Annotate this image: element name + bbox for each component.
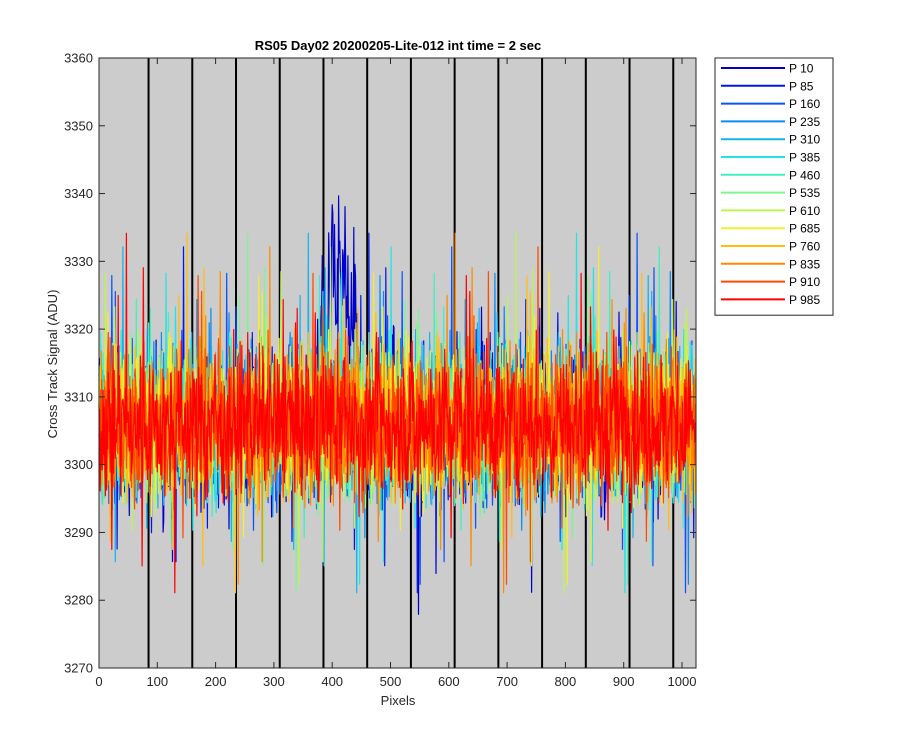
legend-entry-label: P 160 <box>789 97 820 111</box>
x-tick-label: 900 <box>613 674 635 689</box>
series-lines <box>98 195 696 615</box>
y-tick-label: 3280 <box>64 593 93 608</box>
legend-entry-label: P 10 <box>789 62 814 76</box>
y-tick-label: 3270 <box>64 661 93 676</box>
legend-entry-label: P 685 <box>789 222 820 236</box>
x-tick-label: 600 <box>438 674 460 689</box>
y-tick-label: 3360 <box>64 51 93 66</box>
y-tick-label: 3310 <box>64 389 93 404</box>
x-tick-label: 800 <box>555 674 577 689</box>
x-tick-label: 300 <box>263 674 285 689</box>
legend-entry-label: P 85 <box>789 79 814 93</box>
x-tick-label: 700 <box>496 674 518 689</box>
legend-entry-label: P 985 <box>789 293 820 307</box>
y-axis: 3270 3280 3290 3300 3310 3320 3330 3340 3350 3360 <box>64 51 696 676</box>
y-tick-label: 3300 <box>64 457 93 472</box>
x-tick-label: 0 <box>95 674 102 689</box>
y-tick-label: 3340 <box>64 186 93 201</box>
plot-frame <box>98 57 697 669</box>
legend-entry-label: P 460 <box>789 168 820 182</box>
x-tick-label: 500 <box>380 674 402 689</box>
legend-entry-label: P 385 <box>789 151 820 165</box>
y-tick-label: 3290 <box>64 525 93 540</box>
y-tick-label: 3330 <box>64 254 93 269</box>
legend-entry-label: P 610 <box>789 204 820 218</box>
series-line-p-985 <box>98 232 696 594</box>
y-tick-label: 3350 <box>64 118 93 133</box>
legend-entry-label: P 910 <box>789 275 820 289</box>
chart-title: RS05 Day02 20200205-Lite-012 int time = … <box>255 38 542 53</box>
x-axis-label: Pixels <box>381 693 416 708</box>
x-tick-label: 100 <box>146 674 168 689</box>
x-axis: 0 100 200 300 400 500 600 700 800 900 1000 <box>95 58 696 689</box>
legend: P 10 P 85 P 160 P 235 P 310 P 385 P 460 P 535 P … <box>714 57 834 316</box>
y-tick-label: 3320 <box>64 322 93 337</box>
legend-entry-label: P 760 <box>789 240 820 254</box>
legend-entry-label: P 310 <box>789 133 820 147</box>
legend-entry-label: P 835 <box>789 257 820 271</box>
y-axis-label: Cross Track Signal (ADU) <box>45 290 60 439</box>
x-tick-label: 1000 <box>668 674 697 689</box>
x-tick-label: 200 <box>205 674 227 689</box>
x-tick-label: 400 <box>321 674 343 689</box>
legend-entry-label: P 235 <box>789 115 820 129</box>
legend-box <box>714 57 834 316</box>
legend-entry-label: P 535 <box>789 186 820 200</box>
